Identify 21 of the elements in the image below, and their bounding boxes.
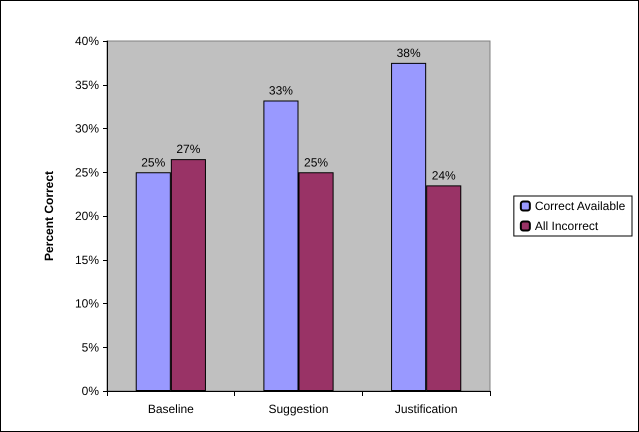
y-tick-label: 30% [74,122,100,136]
x-tick-label: Suggestion [268,402,329,416]
y-tick-label: 40% [74,34,100,48]
legend-label: All Incorrect [534,219,599,233]
x-tick-label: Baseline [148,402,194,416]
y-tick-label: 5% [82,340,100,354]
y-tick-label: 20% [74,209,100,223]
y-tick-label: 15% [74,252,100,267]
data-label: 24% [432,168,456,182]
y-tick-label: 25% [74,165,100,180]
y-tick-label: 35% [74,78,100,92]
y-axis-title: Percent Correct [42,170,56,262]
x-tick-label: Justification [394,402,458,416]
data-label: 25% [141,155,166,170]
y-tick-label: 0% [82,384,100,398]
data-label: 27% [176,142,201,156]
data-label: 33% [268,84,294,98]
y-tick-label: 10% [74,296,100,310]
data-label: 38% [396,46,421,60]
legend-label: Correct Available [534,199,626,213]
data-label: 25% [304,155,328,170]
